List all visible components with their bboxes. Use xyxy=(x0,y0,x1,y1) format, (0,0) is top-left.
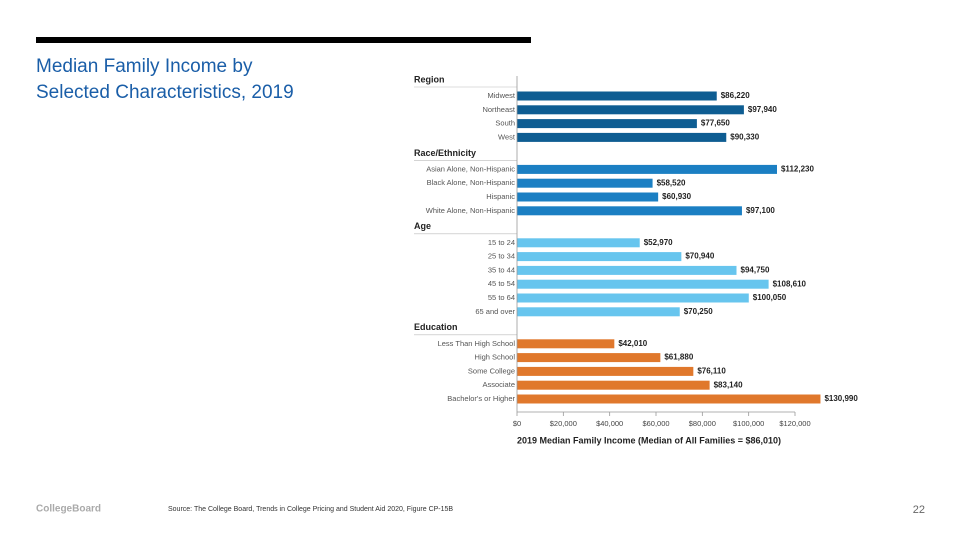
value-label: $97,100 xyxy=(746,206,775,215)
category-label: 65 and over xyxy=(475,307,515,316)
value-label: $77,650 xyxy=(701,119,730,128)
group-header: Race/Ethnicity xyxy=(414,148,476,158)
value-label: $90,330 xyxy=(730,133,759,142)
page-number: 22 xyxy=(913,504,925,516)
bar xyxy=(517,394,821,404)
category-label: Hispanic xyxy=(486,192,515,201)
x-tick-label: $60,000 xyxy=(642,419,669,428)
x-tick-label: $20,000 xyxy=(550,419,577,428)
value-label: $108,610 xyxy=(773,279,807,288)
x-tick-label: $120,000 xyxy=(779,419,810,428)
value-label: $61,880 xyxy=(664,353,693,362)
bar xyxy=(517,279,769,289)
header-rule xyxy=(36,37,531,43)
bar xyxy=(517,206,742,216)
bar xyxy=(517,164,777,174)
bar xyxy=(517,265,737,275)
value-label: $86,220 xyxy=(721,91,750,100)
bar xyxy=(517,91,717,101)
bar xyxy=(517,307,680,317)
group-header: Age xyxy=(414,221,431,231)
logo: CollegeBoard xyxy=(36,504,101,515)
category-label: West xyxy=(498,132,516,141)
bar xyxy=(517,132,727,142)
value-label: $83,140 xyxy=(714,380,743,389)
x-tick-label: $100,000 xyxy=(733,419,764,428)
category-label: 15 to 24 xyxy=(488,238,515,247)
x-axis-title: 2019 Median Family Income (Median of All… xyxy=(517,435,781,445)
bar xyxy=(517,366,694,376)
bar xyxy=(517,192,659,202)
value-label: $76,110 xyxy=(697,367,726,376)
category-label: Northeast xyxy=(482,105,515,114)
category-label: Asian Alone, Non-Hispanic xyxy=(426,164,515,173)
value-label: $70,250 xyxy=(684,307,713,316)
category-label: High School xyxy=(475,353,516,362)
bar xyxy=(517,105,744,115)
group-header: Region xyxy=(414,74,445,84)
bar xyxy=(517,238,640,248)
source-note: Source: The College Board, Trends in Col… xyxy=(168,506,453,513)
category-label: South xyxy=(495,119,515,128)
category-label: Less Than High School xyxy=(438,339,516,348)
value-label: $94,750 xyxy=(741,266,770,275)
bar xyxy=(517,353,661,363)
x-tick-label: $0 xyxy=(513,419,521,428)
category-label: 55 to 64 xyxy=(488,293,515,302)
category-label: Black Alone, Non-Hispanic xyxy=(427,178,516,187)
category-label: White Alone, Non-Hispanic xyxy=(426,206,515,215)
category-label: 45 to 54 xyxy=(488,279,515,288)
value-label: $42,010 xyxy=(618,339,647,348)
category-label: Some College xyxy=(468,366,515,375)
x-tick-label: $80,000 xyxy=(689,419,716,428)
bar xyxy=(517,293,749,303)
value-label: $58,520 xyxy=(657,178,686,187)
bar xyxy=(517,252,682,262)
x-tick-label: $40,000 xyxy=(596,419,623,428)
value-label: $97,940 xyxy=(748,105,777,114)
value-label: $70,940 xyxy=(685,252,714,261)
category-label: Associate xyxy=(482,380,515,389)
bar xyxy=(517,339,615,349)
value-label: $130,990 xyxy=(824,394,858,403)
bar xyxy=(517,119,697,129)
category-label: 35 to 44 xyxy=(488,265,515,274)
category-label: Bachelor's or Higher xyxy=(447,394,515,403)
value-label: $112,230 xyxy=(781,165,814,174)
slide-title: Median Family Income by Selected Charact… xyxy=(36,56,294,103)
bar xyxy=(517,178,653,188)
category-label: Midwest xyxy=(487,91,515,100)
value-label: $100,050 xyxy=(753,293,787,302)
category-label: 25 to 34 xyxy=(488,252,515,261)
group-header: Education xyxy=(414,322,458,332)
value-label: $60,930 xyxy=(662,192,691,201)
bar xyxy=(517,380,710,390)
value-label: $52,970 xyxy=(644,238,673,247)
